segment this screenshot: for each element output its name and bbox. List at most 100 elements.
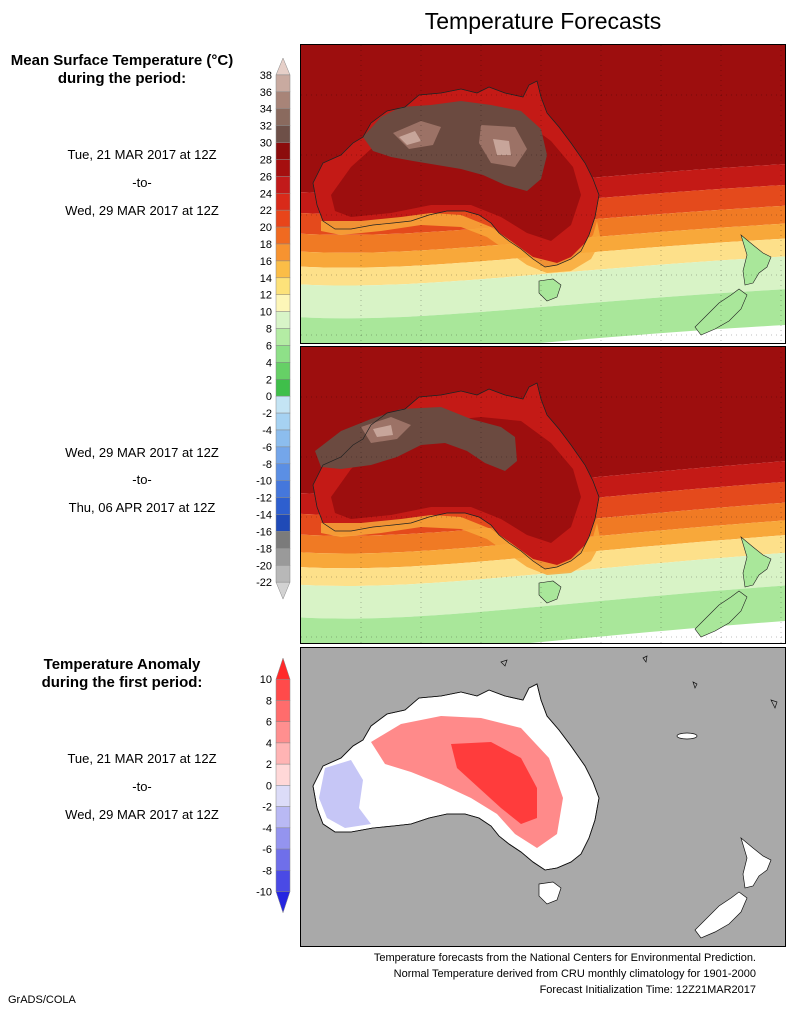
temp-colorbar-segment <box>275 395 291 414</box>
period2-to: Thu, 06 APR 2017 at 12Z <box>68 500 216 515</box>
temp-colorbar-segment <box>275 260 291 279</box>
temp-colorbar-tick-label: -20 <box>256 560 272 572</box>
map-panel-week1 <box>300 44 786 344</box>
temp-colorbar-tick-label: 20 <box>260 222 272 234</box>
temp-colorbar-segment <box>275 531 291 549</box>
period1-from: Tue, 21 MAR 2017 at 12Z <box>67 147 217 162</box>
temp-colorbar-segment <box>275 125 291 143</box>
temp-colorbar-segment <box>275 480 291 498</box>
temp-colorbar-segment <box>275 311 291 329</box>
temp-colorbar-segment <box>275 243 291 262</box>
temp-colorbar-segment <box>275 277 291 295</box>
australia-coastline <box>312 382 600 570</box>
temp-colorbar-segment <box>275 362 291 380</box>
anom-colorbar-segment <box>275 827 291 850</box>
temp-colorbar-segment <box>275 226 291 245</box>
anom-colorbar-tick-label: 0 <box>266 780 272 792</box>
new-zealand-south-island <box>694 590 748 638</box>
anom-colorbar-tick-label: -2 <box>262 802 272 814</box>
temp-colorbar-tick-label: 2 <box>266 374 272 386</box>
anom-colorbar-tick-label: -4 <box>262 823 272 835</box>
temperature-band <box>301 289 785 343</box>
anom-colorbar-segment <box>275 870 291 892</box>
mean-section-title: Mean Surface Temperature (°C) during the… <box>0 52 244 88</box>
temp-colorbar-segment <box>275 328 291 346</box>
temp-colorbar-tick-label: -16 <box>256 526 272 538</box>
anom-colorbar-segment <box>275 742 291 765</box>
anom-colorbar-tick-label: -8 <box>262 865 272 877</box>
footer-init-time-line: Forecast Initialization Time: 12Z21MAR20… <box>539 984 756 996</box>
temp-colorbar-tick-label: 24 <box>260 188 272 200</box>
temp-colorbar-top-arrow <box>275 58 291 76</box>
temp-colorbar-segment <box>275 209 291 228</box>
new-zealand-north-island <box>740 234 772 286</box>
south-coast-cooler-zone <box>321 213 601 273</box>
temp-colorbar-segment <box>275 514 291 532</box>
tasmania <box>538 278 562 302</box>
anomaly-period-to: Wed, 29 MAR 2017 at 12Z <box>65 807 219 822</box>
anom-colorbar-tick-label: -10 <box>256 887 272 899</box>
temp-colorbar-tick-label: -22 <box>256 577 272 589</box>
temp-colorbar-tick-label: 34 <box>260 104 272 116</box>
tasmania <box>538 580 562 604</box>
temp-colorbar-tick-label: -18 <box>256 543 272 555</box>
anom-colorbar-segment <box>275 700 291 722</box>
anom-colorbar-tick-label: 8 <box>266 695 272 707</box>
mean-title-line2: during the period: <box>57 70 187 87</box>
mean-title-line1: Mean Surface Temperature (°C) <box>10 52 234 69</box>
australia-coastline <box>312 683 600 871</box>
anom-colorbar-segment <box>275 721 291 744</box>
page-title: Temperature Forecasts <box>424 8 662 34</box>
heat-core-peak <box>373 425 393 437</box>
temp-colorbar-tick-label: -2 <box>262 408 272 420</box>
temp-colorbar-tick-label: -8 <box>262 459 272 471</box>
temp-colorbar-tick-label: 12 <box>260 290 272 302</box>
new-zealand-south-island <box>694 288 748 336</box>
temp-colorbar-bottom-arrow <box>275 581 291 600</box>
anom-colorbar-segment <box>275 848 291 871</box>
heat-core-region <box>363 101 547 191</box>
temp-colorbar-tick-label: 36 <box>260 87 272 99</box>
new-caledonia <box>676 732 698 740</box>
australia-coastline <box>312 80 600 268</box>
temp-colorbar-tick-label: 38 <box>260 70 272 82</box>
temperature-band <box>301 585 785 643</box>
temp-colorbar-segment <box>275 176 291 194</box>
footer-source-line: Temperature forecasts from the National … <box>373 952 756 964</box>
heat-core-peak <box>493 139 511 155</box>
south-coast-cooler-zone <box>321 515 601 575</box>
temp-colorbar-tick-label: -12 <box>256 493 272 505</box>
temp-colorbar-tick-label: 26 <box>260 171 272 183</box>
temp-colorbar-tick-label: 30 <box>260 138 272 150</box>
temp-colorbar-segment <box>275 446 291 465</box>
anomaly-period-from: Tue, 21 MAR 2017 at 12Z <box>67 751 217 766</box>
temp-colorbar-segment <box>275 548 291 566</box>
period1-sep: -to- <box>132 175 152 190</box>
temp-colorbar-segment <box>275 74 291 93</box>
temp-colorbar-segment <box>275 91 291 109</box>
map-panel-week2 <box>300 346 786 644</box>
anom-colorbar-segment <box>275 678 291 701</box>
tasmania <box>538 881 562 905</box>
temp-colorbar-segment <box>275 497 291 515</box>
anomaly-section-title: Temperature Anomaly during the first per… <box>0 656 244 692</box>
anomaly-cool-region <box>319 760 371 828</box>
grads-credit: GrADS/COLA <box>8 994 76 1006</box>
period2-from: Wed, 29 MAR 2017 at 12Z <box>65 445 219 460</box>
temp-colorbar-tick-label: 6 <box>266 340 272 352</box>
anom-colorbar-segment <box>275 763 291 786</box>
anom-colorbar-tick-label: 2 <box>266 759 272 771</box>
new-zealand-north-island <box>740 836 772 889</box>
temp-colorbar-segment <box>275 142 291 160</box>
heat-core-region <box>315 407 517 471</box>
anomaly-hot-region <box>451 742 537 824</box>
anom-colorbar-segment <box>275 785 291 807</box>
temp-colorbar-tick-label: 8 <box>266 324 272 336</box>
temp-colorbar-segment <box>275 108 291 126</box>
temperature-colorbar: 38363432302826242220181614121086420-2-4-… <box>256 58 291 600</box>
temp-colorbar-segment <box>275 193 291 211</box>
temp-colorbar-tick-label: 22 <box>260 205 272 217</box>
temp-colorbar-segment <box>275 412 291 431</box>
small-islands <box>500 655 778 709</box>
new-zealand-north-island <box>740 536 772 588</box>
